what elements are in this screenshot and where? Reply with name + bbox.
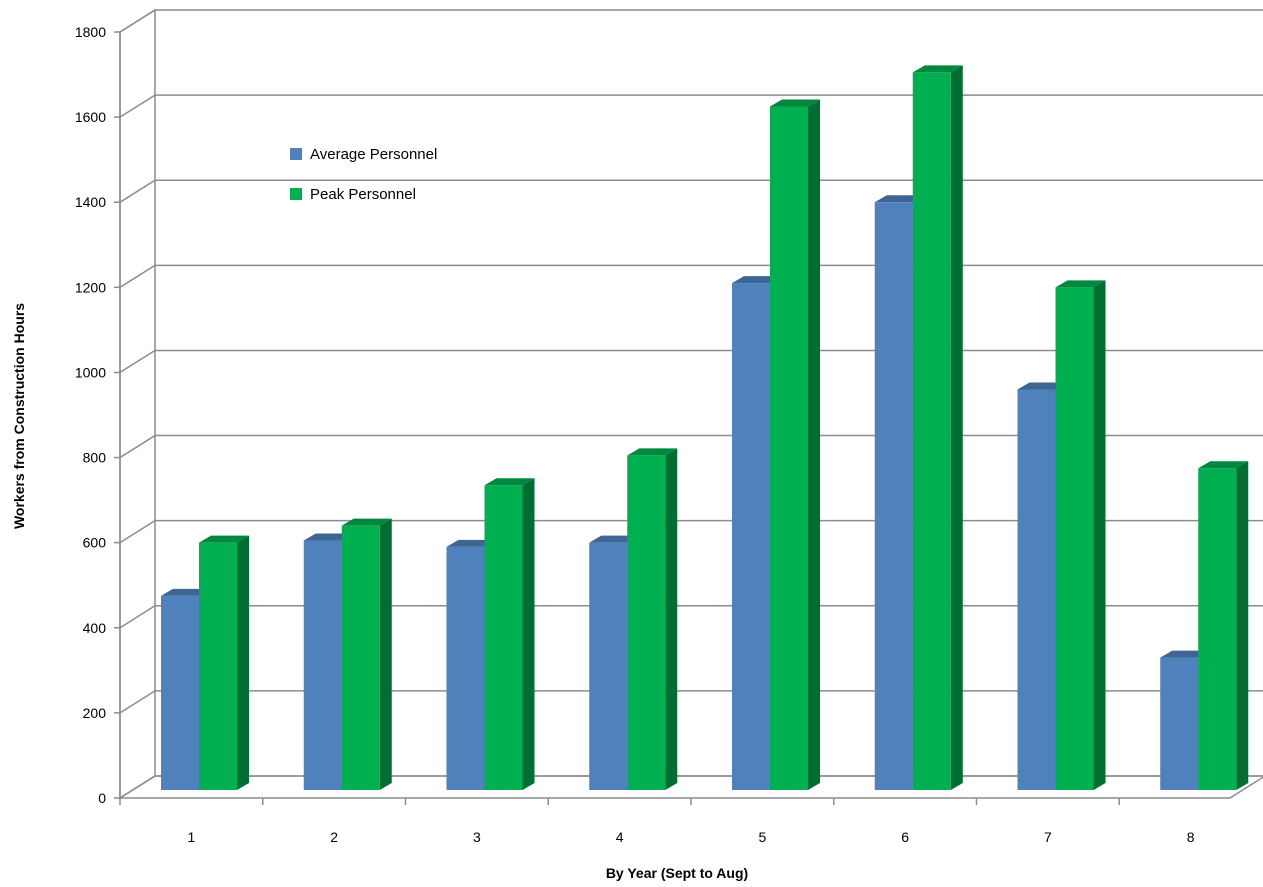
bar-front: [161, 595, 199, 790]
y-tick-label: 0: [98, 790, 106, 806]
y-axis-ticks: 0 200 400 600 800 1000 1200 1400 1600 1800: [75, 24, 121, 806]
bar-top: [1198, 461, 1249, 469]
bar-front: [1055, 287, 1094, 790]
y-tick-label: 1800: [75, 24, 106, 40]
bar-side: [808, 99, 820, 790]
y-tick-label: 800: [83, 450, 107, 466]
bar-side: [379, 518, 392, 790]
bar-side: [522, 478, 535, 790]
bar-top: [1160, 650, 1211, 658]
x-tick-label: 5: [758, 829, 766, 845]
bar-peak-4: [627, 448, 678, 790]
bar-front: [1198, 468, 1237, 790]
bar-front: [484, 485, 523, 790]
bar-front: [199, 542, 237, 790]
legend-swatch: [290, 188, 302, 200]
legend-label: Peak Personnel: [310, 186, 416, 203]
bar-top: [770, 99, 820, 107]
side-wall: [119, 8, 156, 800]
bars: [161, 65, 1249, 791]
x-axis-ticks: 1 2 3 4 5 6 7 8: [119, 798, 1195, 845]
bar-front: [446, 546, 485, 790]
bar-top: [303, 533, 354, 541]
x-tick-label: 8: [1187, 829, 1195, 845]
legend-swatch: [290, 148, 302, 160]
y-tick-label: 1400: [75, 194, 106, 210]
bar-peak-2: [341, 518, 392, 790]
x-axis-label: By Year (Sept to Aug): [606, 865, 748, 881]
x-tick-label: 3: [473, 829, 481, 845]
bar-top: [1017, 382, 1068, 390]
bar-peak-1: [199, 535, 249, 790]
bar-front: [874, 202, 913, 790]
gridline: [119, 94, 1263, 118]
bar-top: [341, 518, 392, 526]
x-tick-label: 7: [1044, 829, 1052, 845]
bar-front: [303, 540, 342, 790]
bar-top: [874, 195, 925, 203]
bar-top: [199, 535, 249, 543]
bar-front: [589, 542, 628, 790]
bar-front: [912, 72, 951, 790]
bar-peak-6: [912, 65, 963, 790]
bar-front: [1017, 389, 1056, 790]
bar-front: [341, 525, 380, 790]
bar-front: [627, 455, 666, 790]
bar-top: [912, 65, 963, 73]
bar-top: [1055, 280, 1106, 288]
bar-front: [770, 106, 808, 790]
bar-side: [1236, 461, 1249, 790]
y-tick-label: 1200: [75, 279, 106, 295]
legend-label: Average Personnel: [310, 146, 437, 163]
bar-top: [161, 588, 211, 596]
y-tick-label: 400: [83, 620, 107, 636]
bar-top: [484, 478, 535, 486]
bar-top: [446, 539, 497, 547]
bar-side: [950, 65, 963, 790]
bar-peak-7: [1055, 280, 1106, 790]
x-tick-label: 4: [616, 829, 624, 845]
x-tick-label: 6: [901, 829, 909, 845]
bar-top: [732, 276, 782, 284]
y-axis-label: Workers from Construction Hours: [11, 303, 27, 529]
x-tick-label: 2: [330, 829, 338, 845]
bar-top: [589, 535, 640, 543]
bar-peak-5: [770, 99, 820, 790]
bar-peak-8: [1198, 461, 1249, 790]
y-tick-label: 200: [83, 705, 107, 721]
bar-peak-3: [484, 478, 535, 790]
bar-side: [1093, 280, 1106, 790]
gridline: [119, 9, 1263, 33]
bar-top: [627, 448, 678, 456]
bar-side: [237, 535, 249, 790]
bar-front: [1160, 657, 1199, 790]
chart-walls: [117, 8, 1263, 800]
y-tick-label: 1600: [75, 109, 106, 125]
y-tick-label: 600: [83, 535, 107, 551]
legend: Average Personnel Peak Personnel: [290, 146, 437, 203]
x-tick-label: 1: [187, 829, 195, 845]
y-tick-label: 1000: [75, 364, 106, 380]
bar-front: [732, 283, 770, 790]
bar-side: [665, 448, 678, 790]
